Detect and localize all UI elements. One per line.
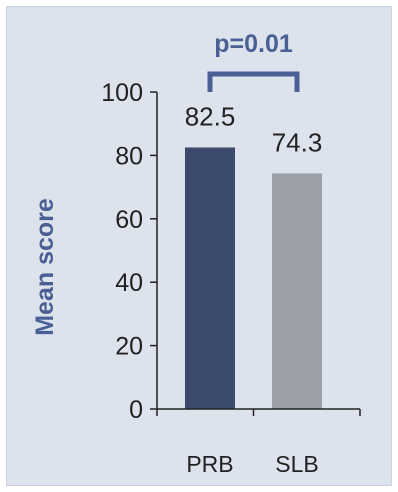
y-tick-label: 60 — [115, 206, 143, 234]
bars-layer — [185, 147, 322, 409]
y-tick-label: 0 — [129, 396, 143, 424]
x-tick-label-slb: SLB — [275, 451, 318, 477]
labels-layer: 82.5 PRB 74.3 SLB 0 20 40 60 80 100 — [101, 79, 322, 477]
y-tick-label: 100 — [101, 79, 143, 107]
axis-layer — [150, 91, 361, 416]
bar-prb — [185, 147, 235, 409]
significance-annotation: p=0.01 — [207, 30, 300, 92]
y-tick-label: 20 — [115, 333, 143, 361]
significance-bracket — [207, 71, 300, 92]
p-value-label: p=0.01 — [214, 30, 293, 58]
bar-slb — [272, 173, 322, 409]
data-label-prb: 82.5 — [185, 101, 236, 131]
y-tick-label: 40 — [115, 269, 143, 297]
y-tick-label: 80 — [115, 142, 143, 170]
y-axis-label: Mean score — [31, 198, 59, 336]
data-label-slb: 74.3 — [272, 127, 323, 157]
x-tick-label-prb: PRB — [186, 451, 233, 477]
